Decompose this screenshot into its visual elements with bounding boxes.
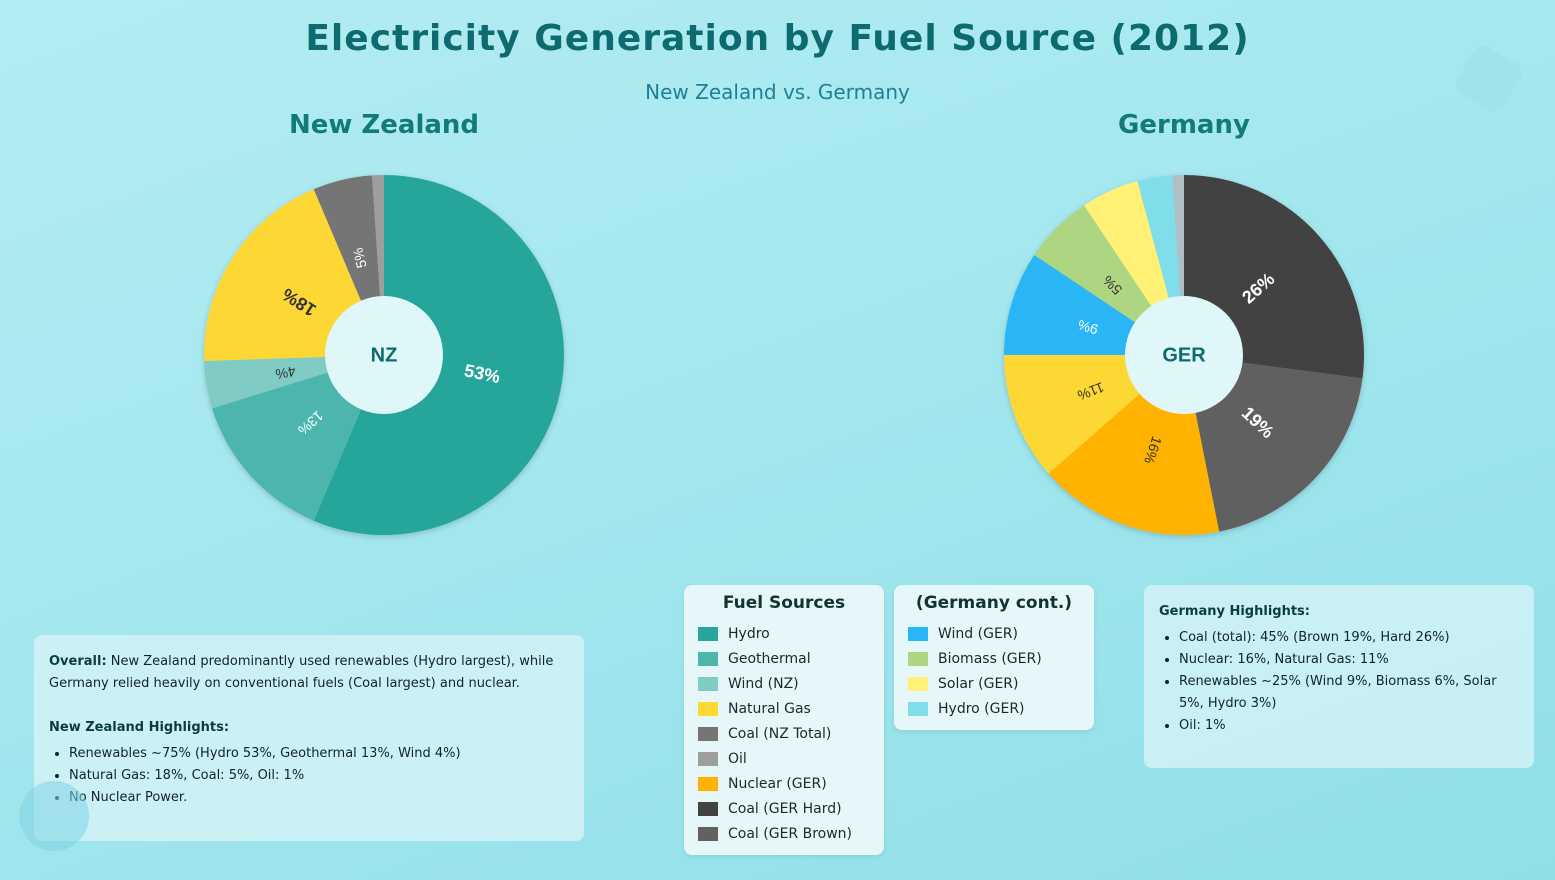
germany-slice-coal-ger-brown (1184, 355, 1363, 532)
legend-item: Wind (GER) (908, 621, 1080, 646)
germany-legend: (Germany cont.) Wind (GER) Biomass (GER) S… (894, 585, 1094, 730)
legend-swatch (698, 676, 718, 691)
nz-pie-chart: 53%13%4%18%5%NZ (203, 175, 564, 535)
germany-center-hole (1125, 296, 1243, 414)
nz-slice-geothermal (212, 355, 384, 521)
legend-label: Hydro (GER) (938, 700, 1025, 717)
legend-item: Solar (GER) (908, 671, 1080, 696)
overall-label: Overall: (49, 654, 107, 669)
legend-swatch (698, 726, 718, 741)
germany-pie-chart: 26%19%16%11%9%5%GER (1004, 175, 1364, 535)
legend-item: Geothermal (698, 646, 870, 671)
overall-summary: Overall: New Zealand predominantly used … (49, 651, 569, 695)
legend-item: Coal (GER Hard) (698, 796, 870, 821)
legend-swatch (698, 701, 718, 716)
legend-label: Coal (GER Hard) (728, 800, 842, 817)
legend-label: Wind (GER) (938, 625, 1018, 642)
legend-item: Hydro (698, 621, 870, 646)
legend-swatch (698, 751, 718, 766)
germany-highlight-item: Nuclear: 16%, Natural Gas: 11% (1179, 649, 1519, 671)
legend-label: Biomass (GER) (938, 650, 1042, 667)
fuel-sources-legend: Fuel Sources Hydro Geothermal Wind (NZ) Nat… (684, 585, 884, 855)
legend-item: Coal (NZ Total) (698, 721, 870, 746)
legend-label: Solar (GER) (938, 675, 1019, 692)
germany-center-label: GER (1162, 344, 1206, 366)
nz-highlight-item: Natural Gas: 18%, Coal: 5%, Oil: 1% (69, 765, 569, 787)
legend-swatch (698, 651, 718, 666)
nz-highlights-list: Renewables ~75% (Hydro 53%, Geothermal 1… (49, 743, 569, 809)
decorative-circle (19, 781, 89, 851)
nz-highlight-item: No Nuclear Power. (69, 787, 569, 809)
nz-slice-label: 4% (274, 363, 297, 382)
legend-item: Natural Gas (698, 696, 870, 721)
legend-label: Geothermal (728, 650, 811, 667)
germany-highlights-title: Germany Highlights: (1159, 604, 1310, 619)
legend-swatch (698, 626, 718, 641)
germany-slice-label: 9% (1076, 317, 1100, 338)
overall-text: New Zealand predominantly used renewable… (49, 654, 554, 691)
legend-item: Oil (698, 746, 870, 771)
legend-label: Wind (NZ) (728, 675, 799, 692)
legend-label: Oil (728, 750, 747, 767)
nz-highlights-title: New Zealand Highlights: (49, 720, 230, 735)
legend-swatch (908, 701, 928, 716)
germany-highlight-item: Renewables ~25% (Wind 9%, Biomass 6%, So… (1179, 671, 1519, 715)
legend-item: Wind (NZ) (698, 671, 870, 696)
legend-swatch (908, 626, 928, 641)
germany-highlight-item: Coal (total): 45% (Brown 19%, Hard 26%) (1179, 627, 1519, 649)
nz-chart-title: New Zealand (288, 110, 480, 140)
legend-label: Coal (NZ Total) (728, 725, 832, 742)
nz-center-hole (325, 296, 443, 414)
germany-highlight-item: Oil: 1% (1179, 715, 1519, 737)
nz-info-box: Overall: New Zealand predominantly used … (34, 635, 584, 841)
legend-swatch (908, 676, 928, 691)
nz-highlight-item: Renewables ~75% (Hydro 53%, Geothermal 1… (69, 743, 569, 765)
germany-highlights-list: Coal (total): 45% (Brown 19%, Hard 26%) … (1159, 627, 1519, 737)
legend-title: (Germany cont.) (915, 593, 1073, 613)
germany-chart-title: Germany (1118, 110, 1250, 140)
legend-item: Nuclear (GER) (698, 771, 870, 796)
legend-swatch (698, 801, 718, 816)
legend-item: Biomass (GER) (908, 646, 1080, 671)
legend-swatch (698, 776, 718, 791)
legend-label: Coal (GER Brown) (728, 825, 852, 842)
nz-center-label: NZ (371, 344, 398, 366)
germany-info-box: Germany Highlights: Coal (total): 45% (B… (1144, 585, 1534, 768)
legend-swatch (908, 651, 928, 666)
legend-item: Coal (GER Brown) (698, 821, 870, 846)
legend-label: Natural Gas (728, 700, 811, 717)
legend-label: Nuclear (GER) (728, 775, 827, 792)
legend-swatch (698, 826, 718, 841)
page-subtitle: New Zealand vs. Germany (645, 80, 910, 104)
page-title: Electricity Generation by Fuel Source (2… (305, 18, 1250, 59)
legend-item: Hydro (GER) (908, 696, 1080, 721)
legend-title: Fuel Sources (722, 593, 846, 613)
legend-label: Hydro (728, 625, 770, 642)
nz-slice-label: 5% (349, 246, 369, 269)
